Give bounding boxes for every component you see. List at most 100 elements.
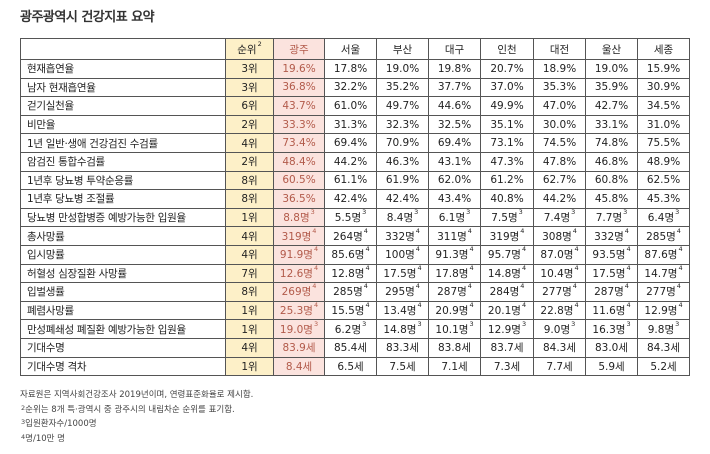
value-cell: 7.5명3 [480, 207, 534, 228]
indicator-name: 남자 현재흡연율 [20, 77, 226, 98]
gwangju-value-cell: 19.0명3 [273, 319, 325, 339]
health-indicator-table: 순위2 광주 서울 부산 대구 인천 대전 울산 세종 현재흡연율 3위 19.6% 17.8% 19.… [20, 38, 690, 377]
gwangju-value-cell: 91.9명4 [273, 244, 325, 265]
value-cell: 11.6명4 [585, 300, 638, 321]
gwangju-value-cell: 36.8% [273, 77, 325, 98]
value-cell: 100명4 [376, 244, 429, 265]
indicator-name: 1년 일반·생애 건강검진 수검률 [20, 133, 226, 153]
value-cell: 62.0% [428, 170, 481, 191]
table-row: 기대수명 격차 1위 8.4세 6.5세 7.5세 7.1세 7.3세 7.7세 5.9세 5.2… [20, 356, 690, 377]
value-cell: 30.9% [637, 77, 690, 98]
page-title: 광주광역시 건강지표 요약 [20, 10, 155, 25]
value-cell: 17.8% [324, 59, 377, 79]
value-cell: 73.1% [480, 133, 534, 153]
value-cell: 16.3명3 [585, 319, 638, 339]
value-cell: 12.9명3 [480, 319, 534, 339]
value-cell: 6.5세 [324, 356, 377, 377]
value-cell: 332명4 [376, 226, 429, 246]
value-cell: 20.7% [480, 59, 534, 79]
value-cell: 84.3세 [533, 337, 586, 358]
value-cell: 93.5명4 [585, 244, 638, 265]
value-cell: 14.8명3 [376, 319, 429, 339]
value-cell: 85.4세 [324, 337, 377, 358]
value-cell: 35.9% [585, 77, 638, 98]
value-cell: 264명4 [324, 226, 377, 246]
rank-cell: 8위 [225, 170, 274, 191]
value-cell: 35.3% [533, 77, 586, 98]
gwangju-value-cell: 43.7% [273, 96, 325, 116]
table-row: 허혈성 심장질환 사망률 7위 12.6명4 12.8명4 17.5명4 17.8명4 14… [20, 263, 690, 284]
table-row: 걷기실천율 6위 43.7% 61.0% 49.7% 44.6% 49.9% 47.0% 42.… [20, 96, 690, 116]
table-row: 현재흡연율 3위 19.6% 17.8% 19.0% 19.8% 20.7% 18.9% 19.… [20, 59, 690, 79]
footnote: 3입원환자수/1000명 [21, 418, 97, 429]
table-row: 1년 일반·생애 건강검진 수검률 4위 73.4% 69.4% 70.9% 69.4% 7… [20, 133, 690, 153]
rank-cell: 1위 [225, 356, 274, 377]
value-cell: 74.8% [585, 133, 638, 153]
footnotes: 자료원은 지역사회건강조사 2019년이며, 연령표준화율로 제시함. 2순위는 … [20, 388, 253, 446]
indicator-name: 비만율 [20, 114, 226, 135]
gwangju-value-cell: 12.6명4 [273, 263, 325, 284]
rank-cell: 7위 [225, 263, 274, 284]
gwangju-value-cell: 73.4% [273, 133, 325, 153]
gwangju-value-cell: 319명4 [273, 226, 325, 246]
value-cell: 44.2% [533, 189, 586, 209]
value-cell: 32.3% [376, 114, 429, 135]
gwangju-value-cell: 33.3% [273, 114, 325, 135]
value-cell: 69.4% [324, 133, 377, 153]
value-cell: 70.9% [376, 133, 429, 153]
table-row: 입벌생률 8위 269명4 285명4 295명4 287명4 284명4 277명4 287명… [20, 282, 690, 302]
value-cell: 37.0% [480, 77, 534, 98]
value-cell: 15.9% [637, 59, 690, 79]
value-cell: 9.0명3 [533, 319, 586, 339]
value-cell: 5.9세 [585, 356, 638, 377]
value-cell: 43.4% [428, 189, 481, 209]
gwangju-value-cell: 8.8명3 [273, 207, 325, 228]
rank-cell: 4위 [225, 244, 274, 265]
value-cell: 14.8명4 [480, 263, 534, 284]
value-cell: 62.5% [637, 170, 690, 191]
value-cell: 17.5명4 [585, 263, 638, 284]
value-cell: 319명4 [480, 226, 534, 246]
value-cell: 84.3세 [637, 337, 690, 358]
value-cell: 49.9% [480, 96, 534, 116]
value-cell: 19.0% [376, 59, 429, 79]
value-cell: 47.0% [533, 96, 586, 116]
header-region: 울산 [585, 38, 638, 60]
value-cell: 19.0% [585, 59, 638, 79]
indicator-name: 현재흡연율 [20, 59, 226, 79]
value-cell: 5.2세 [637, 356, 690, 377]
rank-cell: 8위 [225, 189, 274, 209]
value-cell: 44.6% [428, 96, 481, 116]
rank-cell: 1위 [225, 300, 274, 321]
value-cell: 10.4명4 [533, 263, 586, 284]
indicator-name: 걷기실천율 [20, 96, 226, 116]
value-cell: 284명4 [480, 282, 534, 302]
value-cell: 7.4명3 [533, 207, 586, 228]
value-cell: 61.2% [480, 170, 534, 191]
value-cell: 49.7% [376, 96, 429, 116]
value-cell: 69.4% [428, 133, 481, 153]
rank-cell: 4위 [225, 337, 274, 358]
rank-cell: 2위 [225, 151, 274, 172]
value-cell: 332명4 [585, 226, 638, 246]
table-row: 만성폐쇄성 폐질환 예방가능한 입원율 1위 19.0명3 6.2명3 14.8명3 10… [20, 319, 690, 339]
value-cell: 61.9% [376, 170, 429, 191]
gwangju-value-cell: 36.5% [273, 189, 325, 209]
gwangju-value-cell: 8.4세 [273, 356, 325, 377]
value-cell: 42.7% [585, 96, 638, 116]
value-cell: 35.2% [376, 77, 429, 98]
value-cell: 83.8세 [428, 337, 481, 358]
gwangju-value-cell: 269명4 [273, 282, 325, 302]
rank-cell: 6위 [225, 96, 274, 116]
gwangju-value-cell: 19.6% [273, 59, 325, 79]
value-cell: 7.7명3 [585, 207, 638, 228]
value-cell: 35.1% [480, 114, 534, 135]
value-cell: 34.5% [637, 96, 690, 116]
value-cell: 42.4% [376, 189, 429, 209]
table-row: 폐렴사망률 1위 25.3명4 15.5명4 13.4명4 20.9명4 20.1명4 22.… [20, 300, 690, 321]
value-cell: 40.8% [480, 189, 534, 209]
value-cell: 46.8% [585, 151, 638, 172]
value-cell: 20.1명4 [480, 300, 534, 321]
value-cell: 46.3% [376, 151, 429, 172]
value-cell: 47.3% [480, 151, 534, 172]
